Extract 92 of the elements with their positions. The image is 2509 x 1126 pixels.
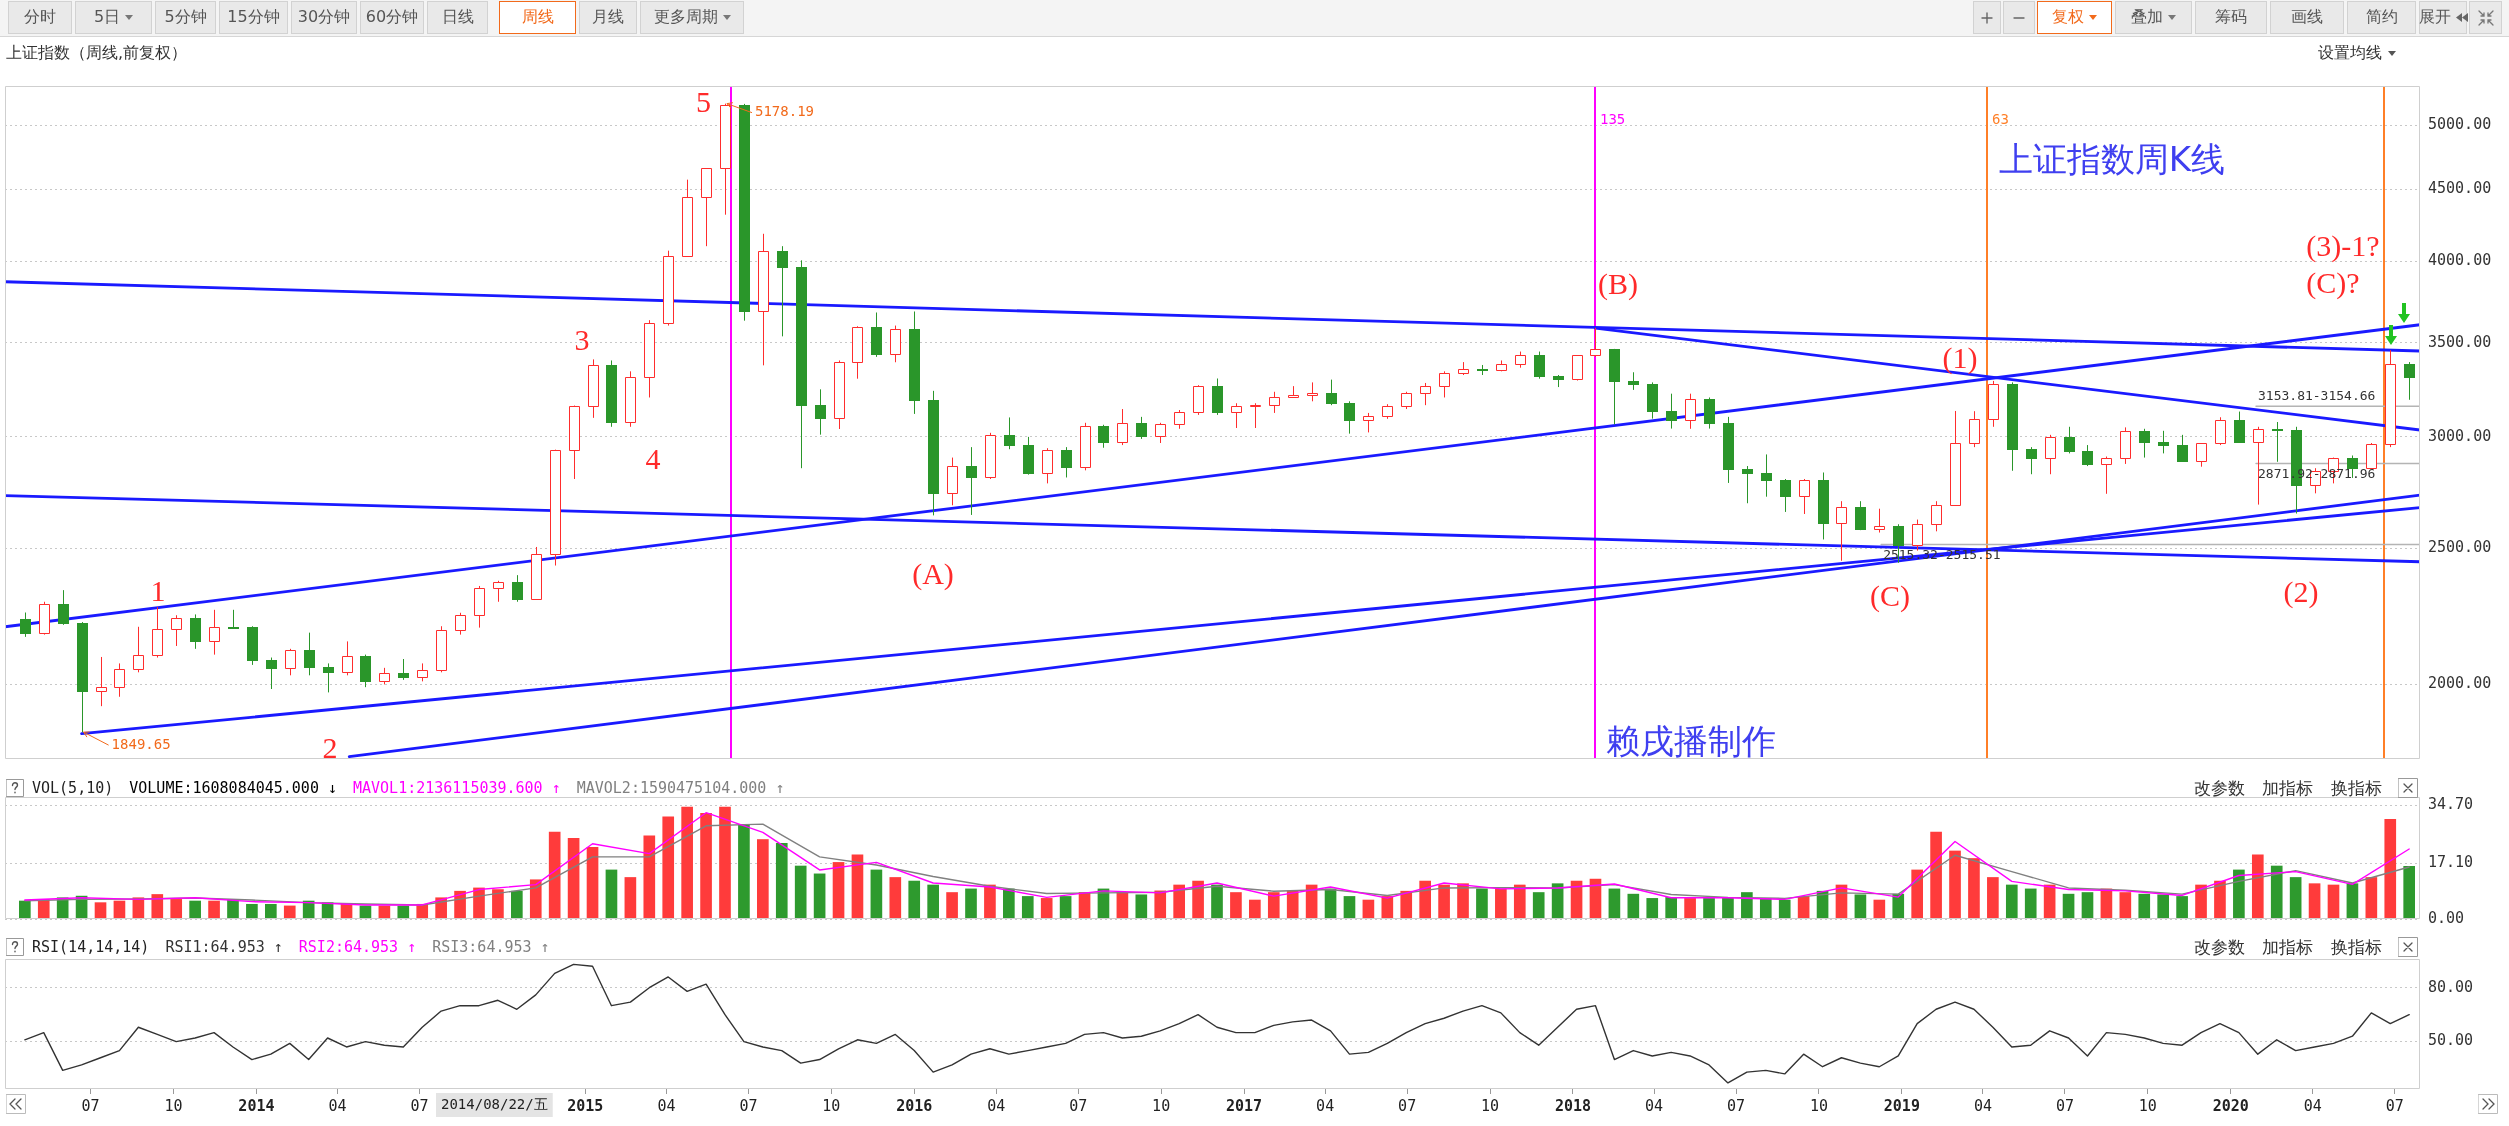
y-tick-label: 5000.00 (2428, 114, 2492, 133)
button: 叠加 (2115, 1, 2192, 34)
annotation: (A) (912, 556, 954, 591)
annotation: (3)-1? (2306, 228, 2380, 263)
x-tick-label: 2016 (896, 1096, 933, 1115)
tab: 日线 (427, 1, 488, 34)
x-tick-label: 07 (2385, 1096, 2404, 1115)
x-tick-label: 07 (410, 1096, 429, 1115)
series-label: 3153.81-3154.66 (2258, 387, 2376, 403)
x-tick-label: 04 (1316, 1096, 1335, 1115)
x-tick-label: 2020 (2212, 1096, 2249, 1115)
annotation: (1) (1942, 340, 1978, 375)
button: 筹码 (2195, 1, 2267, 34)
legend-label: RSI2:64.953 ↑ (298, 938, 417, 956)
tab: 30分钟 (291, 1, 357, 34)
y-tick-label: 4000.00 (2428, 251, 2492, 270)
chart-title: RSI(14,14,14) (32, 938, 150, 956)
text: RSI1:64.953 ↑ (165, 938, 283, 956)
tab: 60分钟 (360, 1, 424, 34)
chart-title: 上证指数（周线,前复权） (6, 42, 188, 64)
x-tick-label: 04 (1973, 1096, 1992, 1115)
y-tick-label: 2000.00 (2428, 674, 2492, 693)
y-tick-label: 3000.00 (2428, 426, 2492, 445)
text: VOLUME:1608084045.000 ↓ (129, 779, 337, 797)
y-tick-label: 0.00 (2428, 908, 2465, 927)
annotation: (B) (1598, 266, 1638, 301)
text: 加指标 (2262, 937, 2313, 957)
text: MAVOL1:2136115039.600 ↑ (353, 779, 561, 797)
y-tick-label: 4500.00 (2428, 179, 2492, 198)
x-tick-label: 04 (987, 1096, 1006, 1115)
text: 5178.19 (754, 103, 815, 120)
chart-title: VOL(5,10) (32, 779, 114, 797)
x-tick-label: 2017 (1225, 1096, 1263, 1115)
x-tick-label: 07 (1727, 1096, 1746, 1115)
annotation: 1 (150, 573, 166, 607)
annotation: 加指标 (2262, 778, 2313, 798)
tab: 分时 (8, 1, 72, 34)
x-tick-label: 2018 (1554, 1096, 1592, 1115)
x-tick-label: 07 (81, 1096, 100, 1115)
text: 1849.65 (111, 735, 171, 752)
y-tick-label: 50.00 (2428, 1031, 2474, 1050)
text: MAVOL2:1590475104.000 ↑ (576, 779, 785, 797)
annotation: 3 (574, 322, 590, 356)
x-tick-label: 10 (2138, 1096, 2157, 1115)
annotation: (2) (2283, 574, 2319, 609)
annotation: 赖戌播制作 (1606, 720, 1776, 761)
x-tick-label: 2015 (567, 1096, 604, 1115)
tab: 月线 (579, 1, 637, 34)
y-tick-label: 17.10 (2428, 852, 2474, 871)
annotation: 换指标 (2331, 778, 2382, 798)
x-tick-label: 2019 (1883, 1096, 1920, 1115)
x-tick-label: 07 (1398, 1096, 1417, 1115)
x-tick-label: 10 (164, 1096, 183, 1115)
tab: 5日 (75, 1, 152, 34)
annotation: (C) (1870, 578, 1910, 613)
x-tick-label: 10 (1481, 1096, 1500, 1115)
text: 改参数 (2194, 937, 2245, 957)
x-tick-label: 10 (1152, 1096, 1171, 1115)
text: 上证指数周K线 (1998, 138, 2226, 179)
y-tick-label: 3500.00 (2428, 332, 2492, 351)
text: 换指标 (2331, 937, 2382, 957)
annotation: (C)? (2306, 265, 2360, 300)
tab: 5分钟 (155, 1, 216, 34)
ref-line-label: 63 (1992, 110, 2009, 127)
annotation: 2 (322, 730, 338, 764)
text: 设置均线 (2318, 43, 2382, 64)
tab: 15分钟 (219, 1, 288, 34)
annotation: 改参数 (2194, 778, 2245, 798)
text: 2014/08/22/五 (441, 1095, 548, 1112)
x-tick-label: 07 (739, 1096, 758, 1115)
x-tick-label: 04 (2303, 1096, 2322, 1115)
x-tick-label: 10 (1809, 1096, 1828, 1115)
x-tick-label: 04 (657, 1096, 676, 1115)
button: 画线 (2270, 1, 2344, 34)
x-tick-label: 04 (1645, 1096, 1664, 1115)
tab: 周线 (499, 1, 576, 34)
annotation: 5 (695, 84, 711, 118)
ref-line-label: 135 (1600, 110, 1626, 127)
x-tick-label: 07 (2055, 1096, 2074, 1115)
x-tick-label: 04 (328, 1096, 347, 1115)
x-tick-label: 10 (822, 1096, 841, 1115)
button: 复权 (2037, 1, 2112, 34)
tab: 更多周期 (640, 1, 744, 34)
y-tick-label: 2500.00 (2428, 538, 2492, 557)
x-tick-label: 07 (1069, 1096, 1088, 1115)
y-tick-label: 34.70 (2428, 795, 2474, 814)
y-tick-label: 80.00 (2428, 977, 2474, 996)
button: 展开 (2419, 1, 2467, 34)
x-tick-label: 2014 (238, 1096, 275, 1115)
legend-label: RSI3:64.953 ↑ (432, 938, 550, 956)
annotation: 4 (645, 441, 661, 475)
button: 简约 (2347, 1, 2416, 34)
